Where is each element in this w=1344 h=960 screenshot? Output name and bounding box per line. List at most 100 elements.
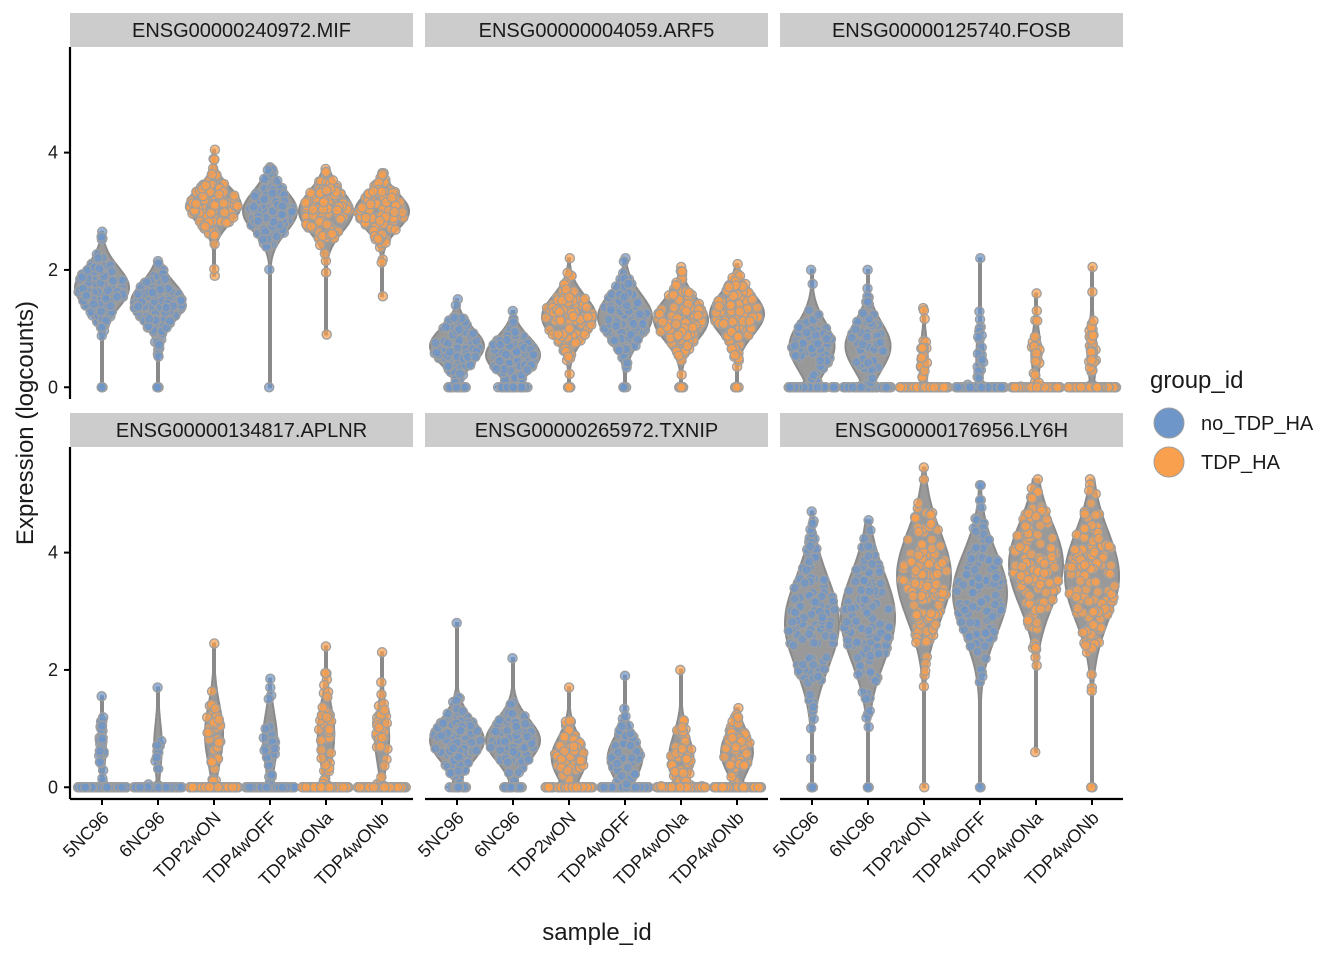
violin-series (428, 617, 486, 793)
panel: ENSG00000125740.FOSB (780, 13, 1123, 393)
data-point (808, 637, 819, 649)
data-point (326, 228, 338, 240)
data-point (734, 306, 746, 317)
data-point (630, 782, 641, 793)
data-point (987, 611, 998, 622)
data-point (718, 318, 729, 330)
violin-series (352, 647, 411, 793)
violin-series (296, 641, 354, 793)
data-point (911, 637, 922, 648)
y-tick-label: 2 (48, 660, 58, 680)
data-point (821, 333, 832, 345)
data-point (789, 593, 800, 605)
data-point (932, 568, 943, 580)
data-point (106, 266, 118, 277)
data-point (505, 699, 516, 710)
data-point (522, 364, 533, 376)
data-point (259, 745, 270, 756)
data-point (807, 659, 819, 671)
data-point (1075, 382, 1087, 393)
data-point (817, 612, 828, 623)
data-point (621, 357, 633, 369)
data-point (159, 273, 171, 285)
panel: ENSG00000004059.ARF5 (425, 13, 768, 393)
data-point (805, 264, 817, 276)
data-point (564, 715, 576, 726)
data-point (267, 188, 278, 199)
data-point (321, 712, 333, 723)
data-point (980, 627, 991, 639)
data-point (916, 352, 927, 363)
data-point (513, 767, 525, 778)
data-point (611, 758, 623, 769)
data-point (563, 682, 575, 693)
data-point (727, 316, 738, 327)
data-point (451, 382, 462, 393)
data-point (324, 724, 335, 735)
data-point (806, 506, 817, 517)
data-point (729, 349, 741, 361)
data-point (863, 721, 874, 733)
data-point (321, 185, 332, 196)
data-point (620, 711, 631, 722)
data-point (379, 782, 390, 793)
data-point (866, 558, 878, 570)
data-point (96, 322, 107, 333)
data-point (623, 278, 634, 289)
data-point (814, 355, 826, 366)
data-point (376, 771, 387, 783)
data-point (96, 231, 107, 242)
data-point (902, 534, 914, 545)
data-point (880, 382, 892, 393)
data-point (470, 351, 481, 363)
data-point (1031, 382, 1043, 393)
data-point (862, 607, 873, 619)
data-point (319, 248, 331, 259)
data-point (117, 275, 129, 286)
data-point (266, 769, 277, 780)
data-point (209, 154, 220, 165)
data-point (844, 585, 855, 596)
data-point (320, 267, 332, 278)
data-point (898, 575, 910, 586)
data-point (725, 759, 736, 770)
data-point (1031, 660, 1042, 671)
data-point (863, 515, 874, 526)
data-point (841, 616, 852, 628)
data-point (521, 731, 533, 743)
violin-series (838, 264, 897, 393)
data-point (379, 704, 390, 716)
data-point (500, 349, 512, 360)
data-point (507, 652, 518, 664)
data-point (152, 382, 163, 393)
data-point (503, 767, 515, 779)
data-point (862, 782, 874, 793)
violin-series (783, 264, 841, 393)
data-point (937, 588, 948, 599)
data-point (314, 239, 326, 251)
data-point (1045, 542, 1057, 554)
data-point (454, 368, 466, 380)
data-point (442, 360, 453, 372)
data-point (485, 742, 497, 753)
data-point (563, 382, 575, 393)
data-point (626, 752, 638, 764)
data-point (677, 767, 689, 779)
data-point (322, 691, 333, 703)
data-point (637, 318, 649, 330)
data-point (151, 740, 163, 751)
data-point (864, 586, 875, 597)
data-point (200, 180, 212, 191)
data-point (199, 221, 211, 232)
data-point (509, 326, 521, 338)
data-point (930, 619, 941, 630)
data-point (797, 659, 809, 670)
x-axis-title: sample_id (542, 919, 651, 946)
data-point (786, 616, 798, 628)
data-point (210, 703, 221, 714)
data-point (850, 324, 861, 335)
data-point (271, 231, 282, 242)
data-point (973, 372, 985, 384)
data-point (605, 304, 617, 316)
data-point (102, 285, 114, 296)
